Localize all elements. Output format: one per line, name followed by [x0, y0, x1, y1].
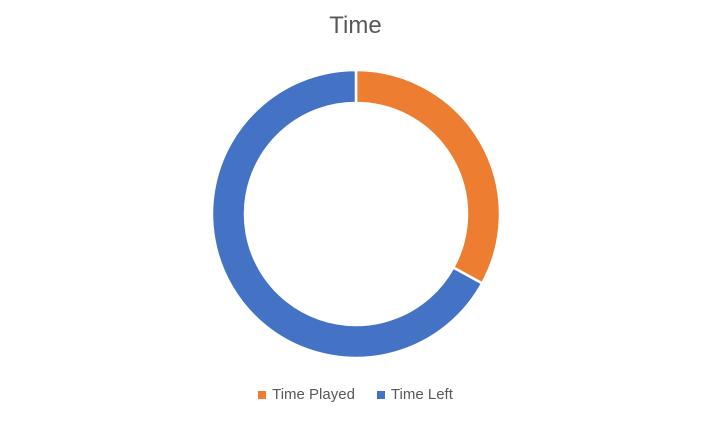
chart-title: Time — [329, 12, 382, 39]
legend-item-time-left: Time Left — [376, 386, 453, 403]
legend-swatch-time-played — [258, 390, 267, 399]
legend-label-time-left: Time Left — [390, 386, 453, 403]
legend-swatch-time-left — [376, 390, 385, 399]
legend-item-time-played: Time Played — [258, 386, 355, 403]
slice-time-played — [354, 68, 502, 286]
legend-label-time-played: Time Played — [272, 386, 355, 403]
slice-time-left — [210, 68, 484, 360]
legend: Time Played Time Left — [0, 386, 711, 403]
